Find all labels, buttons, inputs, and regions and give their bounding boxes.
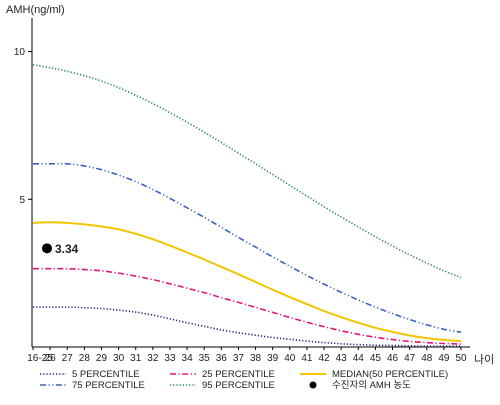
x-tick-label: 30 [113,353,125,364]
x-tick-label: 29 [96,353,108,364]
x-tick-label: 43 [336,353,348,364]
x-tick-label: 45 [370,353,382,364]
y-tick-label: 10 [14,47,26,58]
x-tick-label: 39 [267,353,279,364]
legend-swatch-point [309,381,317,389]
legend-label: 수진자의 AMH 농도 [332,380,411,391]
legend-label: 95 PERCENTILE [202,380,275,391]
x-tick-label: 41 [301,353,313,364]
x-tick-label: 32 [147,353,159,364]
x-tick-label: 50 [455,353,467,364]
legend-label: 75 PERCENTILE [72,380,145,391]
y-axis-label: AMH(ng/ml) [6,4,65,16]
x-tick-label: 46 [387,353,399,364]
x-tick-label: 49 [438,353,450,364]
series-line-2 [32,221,462,343]
patient-point [42,243,52,254]
x-tick-label: 38 [250,353,262,364]
x-tick-label: 34 [182,353,194,364]
x-tick-label: 47 [404,353,416,364]
series-line-4 [32,64,462,279]
x-tick-label: 40 [284,353,296,364]
x-tick-label: 42 [318,353,330,364]
series-line-0 [33,306,461,347]
x-tick-label: 36 [216,353,228,364]
series-line-1 [32,267,462,345]
x-tick-label: 28 [79,353,91,364]
x-tick-label: 26 [45,353,57,364]
x-tick-label: 31 [130,353,142,364]
x-tick-label: 33 [164,353,176,364]
x-tick-label: 35 [199,353,211,364]
x-tick-label: 16-25 [27,353,53,364]
x-axis-label: 나이 [474,353,494,366]
x-tick-label: 44 [353,353,365,364]
legend-label: 5 PERCENTILE [72,369,140,380]
patient-point-label: 3.34 [55,242,79,256]
series-line-3 [33,162,462,333]
legend-label: MEDIAN(50 PERCENTILE) [332,369,448,380]
x-tick-label: 48 [421,353,433,364]
x-tick-label: 27 [62,353,74,364]
x-tick-label: 37 [233,353,245,364]
y-tick-label: 5 [19,195,25,206]
legend-label: 25 PERCENTILE [202,369,275,380]
